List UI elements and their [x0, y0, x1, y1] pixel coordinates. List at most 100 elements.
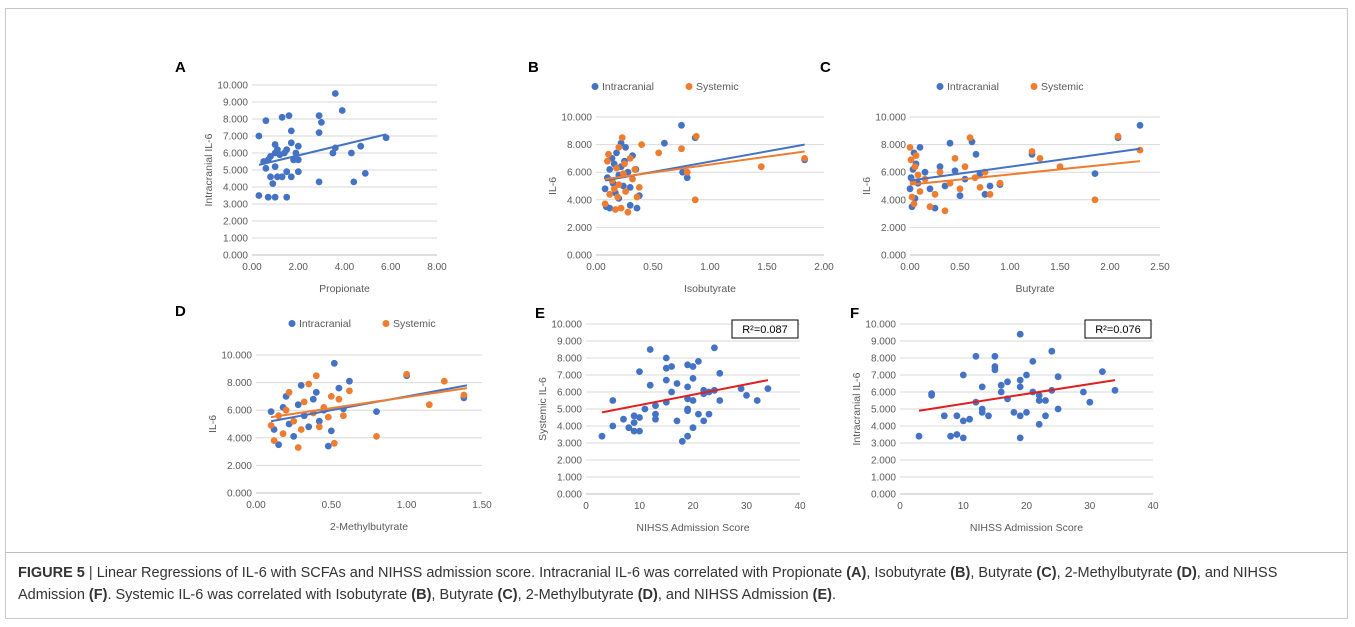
data-point [357, 142, 365, 150]
data-point [290, 417, 298, 425]
data-point [329, 149, 337, 157]
data-point [613, 149, 620, 157]
data-point [673, 380, 681, 387]
x-tick-label: 40 [794, 501, 806, 512]
data-point [278, 113, 286, 121]
data-point [283, 146, 291, 154]
data-point [910, 200, 918, 208]
x-tick-label: 0.50 [322, 500, 342, 511]
caption-text: . Systemic IL-6 was correlated with Isob… [107, 587, 412, 603]
data-point [1091, 170, 1099, 178]
panel-d: D 0.000 2.000 4.000 6.000 8.000 10.000 0.00 0.50… [175, 303, 492, 533]
data-point [264, 193, 272, 201]
x-tick-label: 0.00 [586, 262, 606, 273]
data-point [764, 385, 772, 392]
x-tick-label: 1.50 [757, 262, 777, 273]
data-point [966, 415, 973, 423]
data-point [1042, 397, 1049, 404]
data-point [1080, 388, 1087, 396]
data-point [972, 352, 980, 360]
data-point [692, 132, 700, 140]
data-point [673, 417, 681, 425]
y-tick-label: 4.000 [871, 422, 896, 433]
legend-marker [1030, 83, 1038, 90]
data-point [330, 359, 338, 367]
x-tick-label: 1.50 [1050, 262, 1070, 273]
data-point [668, 363, 675, 370]
data-point [425, 401, 433, 409]
y-tick-label: 6.000 [881, 168, 906, 179]
y-tick-label: 8.000 [223, 115, 248, 126]
panel-label: A [175, 59, 186, 76]
data-point [976, 184, 984, 191]
y-tick-label: 0.000 [223, 251, 248, 262]
y-tick-label: 2.000 [567, 223, 592, 234]
data-point [267, 408, 275, 415]
legend-marker [936, 83, 944, 90]
data-point [631, 166, 639, 173]
trend-line [909, 160, 1141, 186]
y-tick-label: 0.000 [227, 489, 252, 500]
data-point [604, 157, 611, 165]
caption-text: , and NIHSS Admission [18, 565, 1278, 603]
data-point [271, 163, 279, 171]
caption-text: , Isobutyrate [866, 565, 951, 581]
y-tick-label: 9.000 [871, 337, 896, 348]
data-point [346, 377, 353, 385]
data-point [294, 142, 302, 150]
data-point [327, 427, 335, 435]
y-tick-label: 0.000 [567, 251, 592, 262]
panel-label: E [535, 305, 545, 322]
data-point [633, 193, 641, 201]
x-tick-label: 40 [1147, 501, 1159, 512]
data-point [1086, 398, 1094, 406]
data-point [1136, 146, 1144, 154]
r2-box [1084, 319, 1152, 339]
data-point [1016, 330, 1024, 338]
data-point [912, 152, 920, 160]
legend-label: Intracranial [602, 81, 654, 93]
panel-e: E 0.000 1.000 2.000 3.000 4.000 5.000 6.000 7.00… [535, 305, 806, 534]
y-tick-label: 6.000 [871, 388, 896, 399]
data-point [327, 393, 335, 400]
panel-label: F [850, 305, 859, 322]
data-point [691, 196, 699, 204]
y-tick-label: 6.000 [557, 388, 582, 399]
data-point [661, 139, 668, 147]
caption-ref: (B) [411, 587, 432, 603]
data-point [947, 432, 954, 440]
x-tick-label: 1.00 [1000, 262, 1020, 273]
data-point [606, 166, 614, 173]
data-point [978, 383, 986, 391]
data-point [946, 139, 954, 147]
data-point [981, 190, 989, 198]
data-point [716, 397, 724, 404]
data-point [956, 192, 964, 200]
data-point [908, 193, 916, 201]
data-point [1054, 373, 1062, 381]
data-point [695, 410, 702, 418]
y-tick-label: 7.000 [223, 132, 248, 143]
caption-text: Linear Regressions of IL-6 with SCFAs an… [96, 565, 847, 581]
legend-marker [685, 83, 693, 90]
data-point [683, 174, 691, 182]
caption-text: , 2-Methylbutyrate [517, 587, 638, 603]
data-point [662, 364, 670, 372]
data-point [635, 184, 643, 191]
figure-frame [5, 8, 1348, 619]
data-point [1111, 386, 1119, 394]
data-point [309, 395, 317, 403]
legend-marker [288, 320, 296, 327]
data-point [1099, 368, 1106, 375]
data-point [652, 410, 659, 418]
trend-line [270, 387, 468, 419]
data-point [959, 371, 967, 379]
y-tick-label: 0.000 [871, 490, 896, 501]
y-tick-label: 10.000 [221, 351, 252, 362]
data-point [269, 180, 277, 188]
data-point [757, 163, 765, 171]
r2-box [731, 319, 799, 339]
data-point [267, 422, 275, 429]
y-tick-label: 10.000 [551, 320, 582, 331]
data-point [1048, 347, 1056, 355]
